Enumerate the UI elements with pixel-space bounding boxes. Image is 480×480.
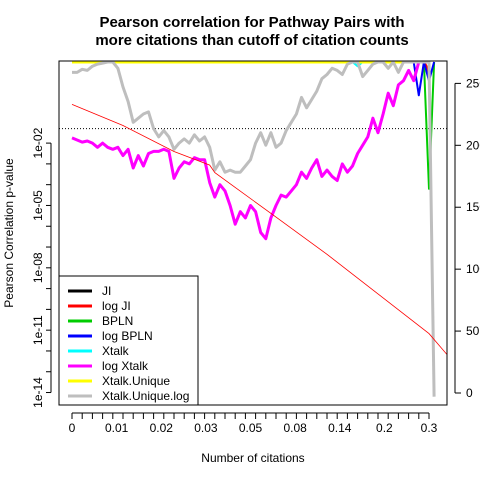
chart-title-line-2: more citations than cutoff of citation c… — [95, 32, 408, 49]
x-tick-label: 0.05 — [239, 421, 263, 435]
y2-tick-label: 250 — [466, 76, 480, 90]
y-tick-label: 1e-11 — [31, 315, 45, 345]
series-line-log-xtalk — [71, 61, 424, 241]
legend-label: Xtalk.Unique — [102, 374, 170, 388]
legend-label: Xtalk — [102, 344, 130, 358]
citation-count-line — [71, 104, 447, 356]
y-tick-label: 1e-14 — [31, 377, 45, 408]
y-axis-label: Pearson Correlation p-value — [2, 158, 16, 308]
legend-label: log Xtalk — [102, 359, 149, 373]
y-axis-left: 1e-02 1e-05 1e-08 1e-11 1e-14 — [31, 127, 52, 408]
x-axis-label: Number of citations — [201, 451, 304, 465]
plot-frame — [58, 60, 448, 406]
plot-area — [59, 61, 447, 397]
chart-title-line-1: Pearson correlation for Pathway Pairs wi… — [99, 14, 404, 31]
x-tick-label: 0.08 — [283, 421, 307, 435]
x-tick-label: 0.14 — [328, 421, 352, 435]
legend-label: BPLN — [102, 314, 133, 328]
legend-label: JI — [102, 284, 111, 298]
y-axis-right: 0 50 100 150 200 250 — [454, 76, 480, 400]
series-line-xtalk-unique-log — [72, 61, 436, 397]
y2-tick-label: 150 — [466, 200, 480, 214]
y2-tick-label: 200 — [466, 138, 480, 152]
x-tick-label: 0.02 — [150, 421, 174, 435]
y-tick-label: 1e-05 — [31, 190, 45, 221]
y2-tick-label: 100 — [466, 262, 480, 276]
y2-tick-label: 0 — [466, 386, 473, 400]
x-tick-label: 0.01 — [105, 421, 129, 435]
legend-label: log BPLN — [102, 329, 153, 343]
x-tick-label: 0.3 — [421, 421, 438, 435]
x-tick-label: 0.2 — [376, 421, 393, 435]
x-tick-label: 0.03 — [194, 421, 218, 435]
y-tick-label: 1e-08 — [31, 252, 45, 283]
legend-box — [58, 275, 199, 406]
y2-tick-label: 50 — [466, 324, 480, 338]
x-axis: 0 0.01 0.02 0.03 0.05 0.08 0.14 0.2 0.3 — [69, 412, 438, 435]
legend-label: Xtalk.Unique.log — [102, 389, 189, 403]
legend-label: log JI — [102, 299, 131, 313]
x-tick-label: 0 — [69, 421, 76, 435]
y-tick-label: 1e-02 — [31, 127, 45, 158]
